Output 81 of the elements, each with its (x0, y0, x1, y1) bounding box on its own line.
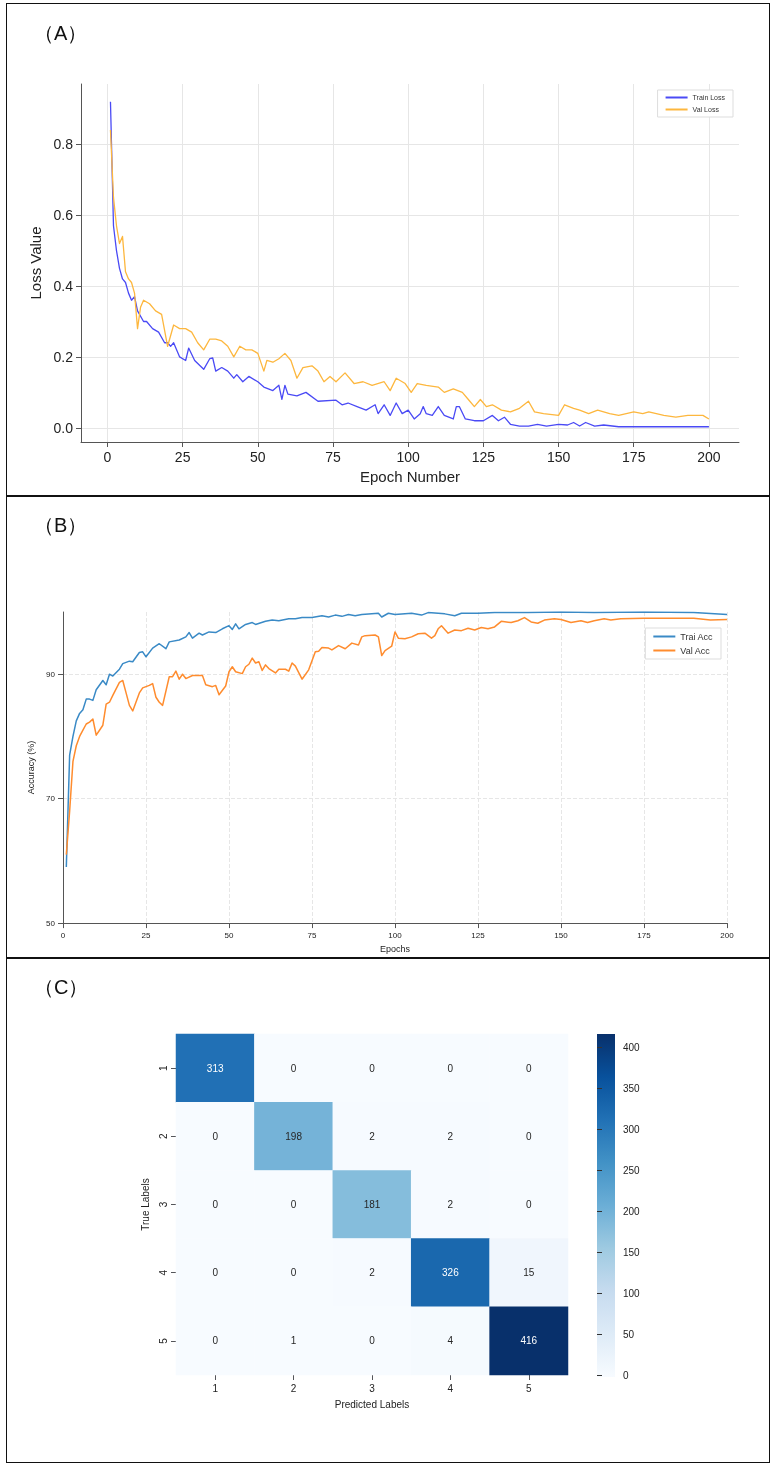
y-tick-label: 90 (46, 669, 56, 679)
y-tick-label: 0.2 (53, 348, 74, 365)
color-bar-label: 250 (623, 1164, 641, 1176)
chart-title: （C） (34, 976, 89, 998)
data-label: 15 (523, 1267, 535, 1279)
color-bar-label: 0 (623, 1369, 629, 1381)
y-tick-label: 70 (46, 794, 56, 804)
data-label: 181 (363, 1199, 381, 1210)
x-tick-label: 75 (325, 449, 342, 465)
x-tick-label: 1 (212, 1382, 219, 1394)
y-tick-label: 0.6 (53, 207, 74, 224)
data-label: 2 (369, 1130, 376, 1142)
y-axis-title: True Labels (139, 1178, 151, 1231)
color-bar-label: 200 (623, 1205, 641, 1217)
data-label: 2 (447, 1199, 454, 1210)
data-label: 0 (447, 1062, 454, 1074)
chart-title: （A） (34, 22, 88, 44)
data-label: 4 (447, 1335, 454, 1347)
x-tick-label: 200 (697, 449, 721, 465)
color-bar-label: 150 (623, 1246, 641, 1258)
x-tick-label: 175 (622, 449, 646, 465)
y-tick-label: 1 (157, 1064, 169, 1071)
y-axis-title: Accuracy (%) (25, 740, 36, 795)
color-bar-label: 300 (623, 1123, 641, 1135)
x-tick-label: 25 (141, 930, 151, 940)
x-axis-title: Epochs (379, 943, 411, 954)
data-label: 0 (290, 1267, 297, 1279)
data-label: 0 (290, 1062, 297, 1074)
x-tick-label: 150 (546, 449, 571, 465)
x-axis-title: Epoch Number (359, 467, 461, 485)
x-tick-label: 100 (388, 930, 403, 940)
y-tick-label: 4 (157, 1269, 169, 1276)
data-label: 313 (206, 1062, 224, 1074)
x-tick-label: 200 (720, 930, 735, 940)
color-bar-label: 400 (623, 1041, 641, 1053)
y-tick-label: 0.8 (53, 136, 74, 153)
chart-title: （B） (34, 514, 88, 536)
data-label: 0 (212, 1335, 219, 1347)
data-label: 0 (369, 1062, 376, 1074)
data-label: 0 (526, 1199, 533, 1210)
data-label: 198 (285, 1130, 303, 1142)
color-bar-label: 100 (623, 1287, 641, 1299)
data-label: 0 (290, 1199, 297, 1210)
legend-label: Trai Acc (680, 631, 713, 642)
y-tick-label: 0.4 (53, 278, 74, 295)
x-tick-label: 25 (174, 449, 191, 465)
data-label: 0 (212, 1199, 219, 1210)
x-tick-label: 150 (554, 930, 569, 940)
x-tick-label: 75 (307, 930, 317, 940)
x-tick-label: 3 (369, 1382, 376, 1394)
y-tick-label: 5 (157, 1337, 169, 1344)
color-bar-label: 350 (623, 1082, 641, 1094)
x-tick-label: 175 (637, 930, 652, 940)
data-label: 0 (526, 1062, 533, 1074)
x-tick-label: 0 (60, 930, 66, 940)
legend-label: Val Acc (680, 645, 711, 656)
x-tick-label: 100 (396, 449, 421, 465)
data-label: 2 (447, 1130, 454, 1142)
y-tick-label: 2 (157, 1133, 169, 1140)
data-label: 326 (442, 1267, 460, 1279)
x-tick-label: 0 (103, 449, 112, 465)
data-label: 2 (369, 1267, 376, 1279)
y-axis-title: Loss Value (26, 226, 44, 300)
x-tick-label: 125 (471, 449, 496, 465)
x-tick-label: 5 (526, 1382, 533, 1394)
data-label: 416 (520, 1335, 538, 1347)
x-tick-label: 50 (250, 449, 266, 465)
x-axis-title: Predicted Labels (334, 1398, 410, 1410)
x-tick-label: 2 (290, 1382, 297, 1394)
y-tick-label: 50 (46, 918, 56, 928)
data-label: 0 (212, 1130, 219, 1142)
data-label: 0 (526, 1130, 533, 1142)
x-tick-label: 125 (471, 930, 486, 940)
data-label: 0 (369, 1335, 376, 1347)
x-tick-label: 50 (224, 930, 234, 940)
data-label: 0 (212, 1267, 219, 1279)
y-tick-label: 0.0 (53, 419, 74, 436)
color-bar-label: 50 (623, 1328, 635, 1340)
data-label: 1 (290, 1335, 297, 1347)
y-tick-label: 3 (157, 1201, 169, 1208)
x-tick-label: 4 (447, 1382, 454, 1394)
